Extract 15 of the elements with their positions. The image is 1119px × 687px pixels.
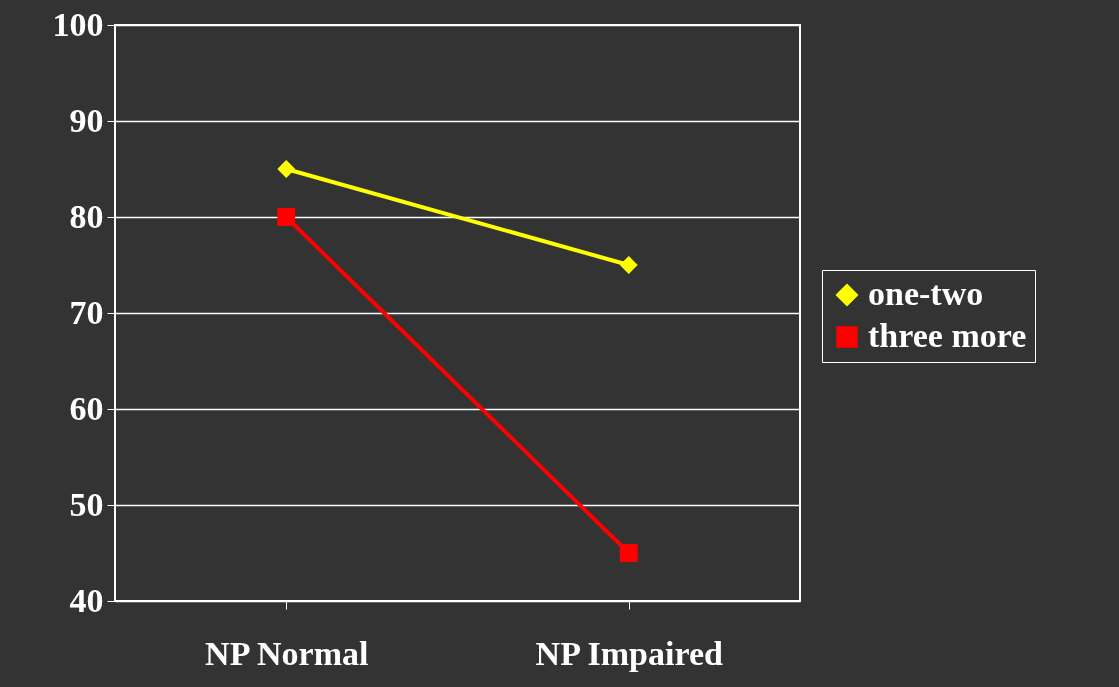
legend-label: one-two (868, 275, 984, 312)
y-tick-label: 40 (69, 581, 104, 619)
point (619, 256, 638, 274)
y-tick-label: 50 (69, 485, 104, 523)
y-tick-label: 90 (69, 101, 104, 139)
point (277, 208, 296, 226)
y-tick-label: 80 (69, 197, 104, 235)
point (619, 544, 638, 562)
y-tick-label: 60 (69, 389, 104, 427)
point (277, 160, 296, 178)
x-tick-label: NP Normal (205, 634, 369, 672)
x-tick-label: NP Impaired (535, 634, 723, 672)
y-tick-label: 100 (52, 5, 104, 43)
y-tick-label: 70 (69, 293, 104, 331)
legend-label: three more (868, 317, 1027, 354)
